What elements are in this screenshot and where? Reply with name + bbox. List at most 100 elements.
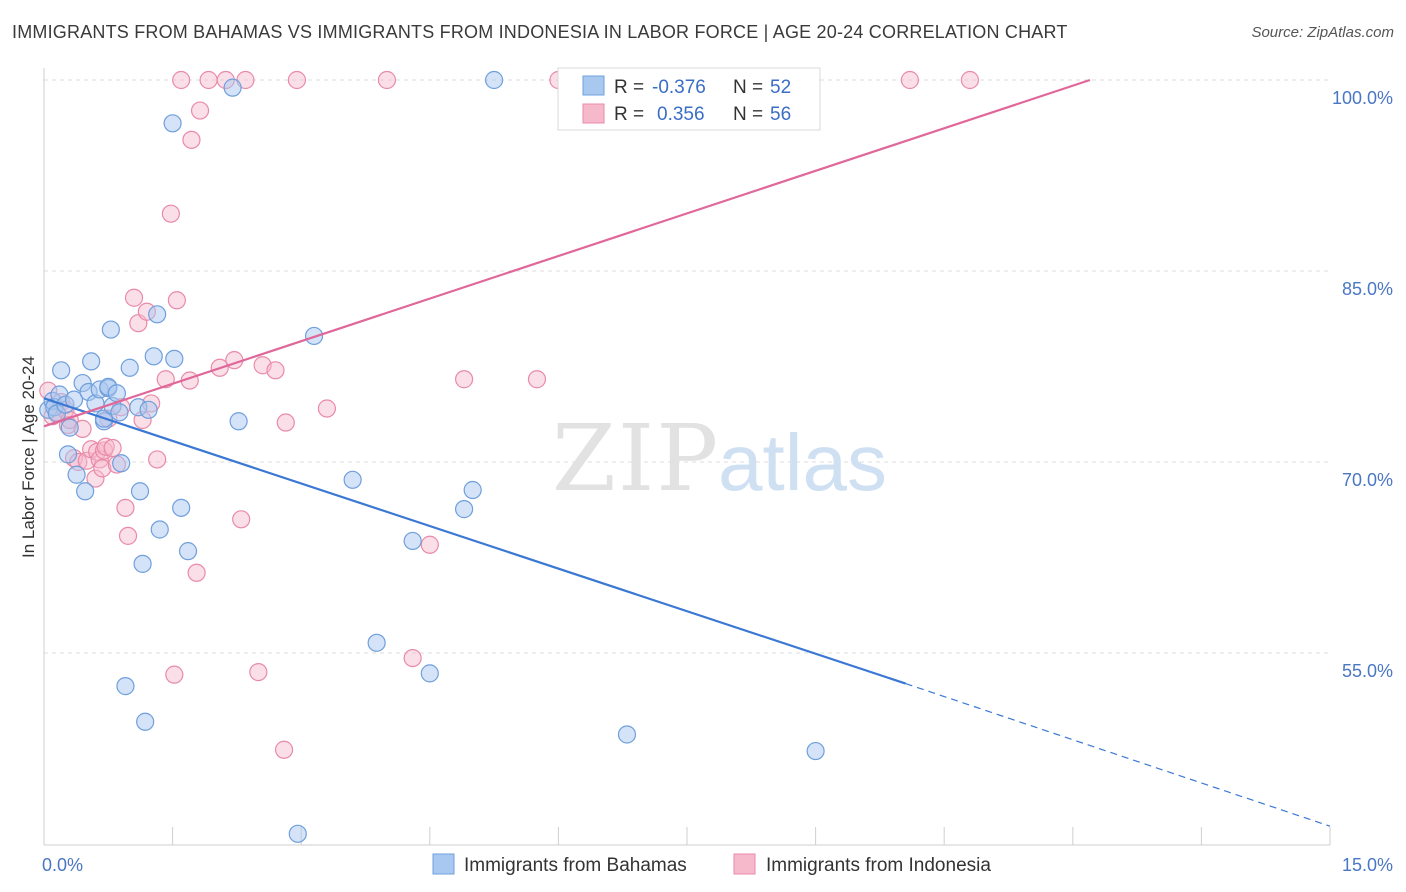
indonesia-trend-line (43, 78, 1091, 428)
bahamas-point-36 (163, 114, 182, 133)
indonesia-point-49 (276, 413, 295, 432)
legend-n-label-indonesia: N = (733, 104, 763, 125)
bahamas-point-33 (144, 347, 163, 366)
trend-lines (43, 78, 1331, 827)
indonesia-point-33 (167, 291, 186, 310)
legend-r-label-indonesia: R = (614, 104, 644, 125)
x-tick-label-1: 15.0% (1342, 855, 1393, 875)
legend-swatch-indonesia (582, 103, 605, 124)
indonesia-point-32 (165, 665, 184, 684)
bahamas-point-48 (454, 500, 474, 519)
indonesia-point-24 (124, 288, 144, 307)
bahamas-point-41 (229, 412, 248, 431)
bahamas-point-32 (139, 400, 158, 419)
indonesia-point-17 (96, 437, 115, 456)
x-tick-labels: 0.0% 15.0% (42, 855, 1393, 875)
indonesia-point-53 (403, 648, 422, 668)
series-legend-label-bahamas: Immigrants from Bahamas (464, 855, 687, 876)
indonesia-point-51 (317, 399, 337, 418)
bahamas-point-47 (420, 664, 439, 683)
indonesia-point-50 (287, 70, 307, 90)
correlation-legend: R = -0.376 N = 52 R = 0.356 N = 56 (557, 67, 821, 131)
legend-n-label-bahamas: N = (733, 77, 763, 98)
indonesia-point-37 (187, 563, 206, 582)
indonesia-point-19 (103, 438, 122, 458)
bahamas-point-37 (165, 349, 184, 368)
bahamas-point-27 (120, 358, 139, 377)
indonesia-point-59 (960, 70, 980, 90)
indonesia-point-47 (266, 361, 285, 380)
indonesia-point-29 (148, 450, 167, 469)
series-legend-swatch-bahamas (432, 853, 455, 875)
bahamas-point-25 (112, 454, 131, 473)
indonesia-point-58 (900, 70, 920, 90)
bahamas-point-46 (403, 531, 422, 551)
bahamas-point-7 (58, 445, 78, 464)
bahamas-point-35 (148, 305, 167, 324)
watermark: ZIP atlas (552, 405, 887, 512)
bahamas-point-51 (617, 725, 637, 744)
watermark-atlas: atlas (718, 418, 887, 507)
legend-n-value-indonesia: 56 (770, 104, 791, 125)
indonesia-point-36 (182, 130, 201, 149)
chart-title: IMMIGRANTS FROM BAHAMAS VS IMMIGRANTS FR… (12, 22, 1068, 42)
series-legend: Immigrants from Bahamas Immigrants from … (432, 853, 991, 876)
indonesia-point-52 (377, 70, 397, 90)
bahamas-point-45 (367, 633, 386, 652)
x-tick-marks (172, 827, 1331, 845)
bahamas-point-31 (136, 712, 155, 731)
legend-r-label-bahamas: R = (614, 77, 644, 98)
bahamas-point-44 (343, 470, 362, 489)
bahamas-point-29 (130, 482, 150, 501)
series-legend-swatch-indonesia (733, 853, 756, 875)
bahamas-point-50 (485, 70, 504, 90)
bahamas-points (39, 70, 825, 843)
y-tick-label-3: 55.0% (1342, 661, 1393, 681)
indonesia-point-45 (249, 662, 268, 682)
bahamas-point-49 (463, 480, 482, 500)
bahamas-trend-line (43, 397, 906, 685)
indonesia-point-22 (116, 498, 135, 517)
source-label: Source: ZipAtlas.com (1251, 24, 1394, 41)
indonesia-point-12 (86, 469, 105, 488)
indonesia-point-15 (93, 459, 112, 478)
legend-swatch-bahamas (582, 75, 605, 96)
bahamas-point-8 (60, 418, 79, 437)
indonesia-point-48 (274, 740, 294, 759)
bahamas-point-24 (110, 403, 129, 422)
bahamas-point-12 (76, 482, 95, 501)
legend-n-value-bahamas: 52 (770, 77, 791, 98)
indonesia-points (39, 70, 980, 759)
legend-r-value-indonesia: 0.356 (657, 104, 705, 125)
indonesia-point-54 (420, 535, 439, 554)
bahamas-point-52 (806, 741, 825, 761)
indonesia-point-55 (454, 370, 474, 389)
bahamas-point-23 (101, 320, 120, 339)
bahamas-point-42 (288, 824, 307, 843)
series-legend-label-indonesia: Immigrants from Indonesia (766, 855, 991, 876)
bahamas-point-14 (82, 352, 101, 371)
indonesia-point-34 (172, 70, 191, 90)
indonesia-point-56 (527, 370, 547, 389)
indonesia-point-38 (190, 101, 210, 120)
indonesia-point-31 (161, 204, 180, 223)
indonesia-point-39 (199, 70, 218, 90)
x-tick-label-0: 0.0% (42, 855, 83, 875)
bahamas-point-40 (223, 78, 242, 97)
bahamas-point-10 (67, 465, 86, 484)
bahamas-trend-line-extension (905, 682, 1331, 827)
y-tick-label-2: 70.0% (1342, 470, 1393, 490)
bahamas-point-38 (172, 498, 191, 517)
watermark-zip: ZIP (552, 405, 720, 512)
bahamas-point-5 (52, 361, 71, 380)
y-axis-label: In Labor Force | Age 20-24 (19, 356, 38, 558)
bahamas-point-26 (116, 677, 135, 696)
y-tick-label-1: 85.0% (1342, 279, 1393, 299)
bahamas-point-30 (133, 554, 152, 573)
bahamas-point-34 (150, 520, 169, 539)
y-tick-label-0: 100.0% (1332, 88, 1393, 108)
indonesia-point-43 (232, 510, 251, 529)
indonesia-point-23 (118, 526, 138, 545)
legend-r-value-bahamas: -0.376 (652, 77, 706, 98)
